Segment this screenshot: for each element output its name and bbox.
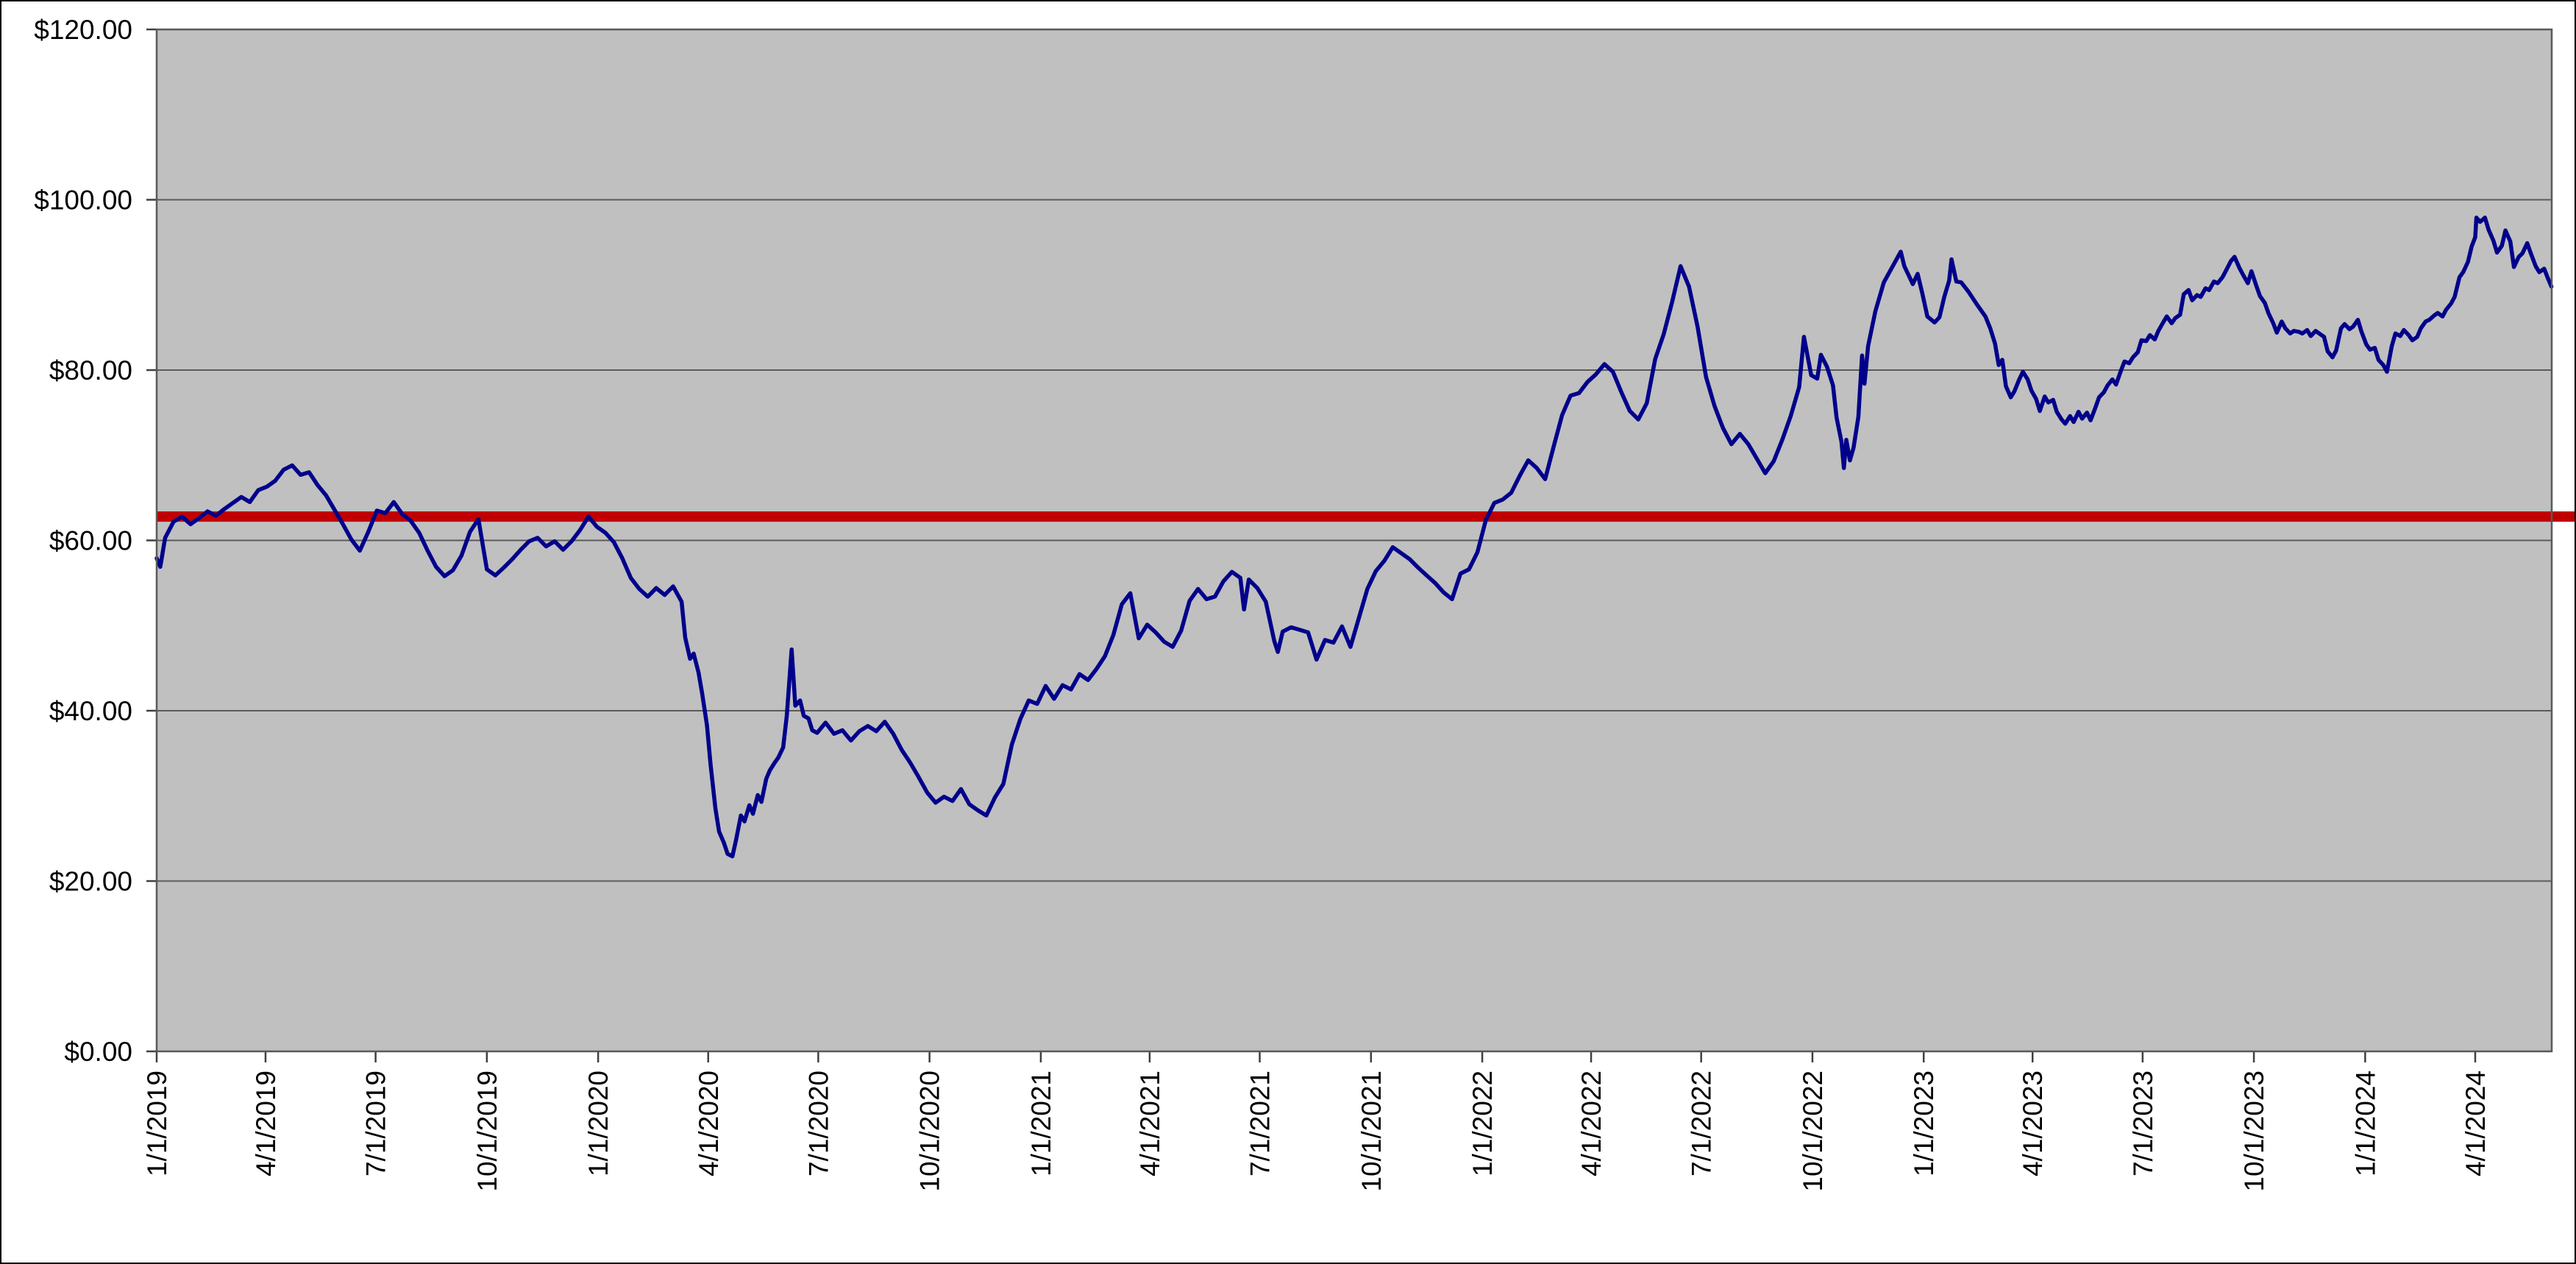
x-axis-label: 10/1/2023: [2239, 1071, 2269, 1192]
x-axis-label: 7/1/2021: [1245, 1071, 1275, 1176]
y-axis-label: $80.00: [49, 355, 132, 386]
x-axis-label: 4/1/2023: [2018, 1071, 2048, 1176]
x-axis-label: 4/1/2019: [251, 1071, 281, 1176]
x-axis-label: 10/1/2021: [1356, 1071, 1387, 1192]
x-axis-label: 1/1/2022: [1467, 1071, 1498, 1176]
x-axis-label: 4/1/2021: [1135, 1071, 1165, 1176]
x-axis-label: 1/1/2023: [1909, 1071, 1939, 1176]
x-axis-label: 1/1/2021: [1026, 1071, 1056, 1176]
x-axis-label: 4/1/2022: [1576, 1071, 1607, 1176]
x-axis-label: 4/1/2024: [2461, 1071, 2491, 1176]
x-axis-label: 7/1/2022: [1687, 1071, 1717, 1176]
x-axis-label: 7/1/2019: [361, 1071, 391, 1176]
y-axis-label: $0.00: [64, 1037, 132, 1067]
x-axis-label: 1/1/2024: [2350, 1071, 2380, 1176]
x-axis-label: 1/1/2020: [583, 1071, 613, 1176]
y-axis-ticks: [146, 28, 157, 1053]
x-axis-label: 7/1/2020: [803, 1071, 833, 1176]
x-axis-labels: 1/1/2019 4/1/2019 7/1/2019 10/1/2019 1/1/202…: [142, 1071, 2491, 1192]
x-axis-label: 10/1/2019: [472, 1071, 502, 1192]
x-axis-label: 10/1/2020: [915, 1071, 945, 1192]
plot-border: [155, 28, 2553, 1053]
y-axis-label: $100.00: [34, 185, 132, 216]
price-series-line: [154, 216, 2554, 859]
x-axis-label: 10/1/2022: [1798, 1071, 1828, 1192]
x-axis-label: 1/1/2019: [142, 1071, 172, 1176]
y-axis-label: $40.00: [49, 696, 132, 726]
y-axis-label: $20.00: [49, 867, 132, 897]
y-axis-label: $120.00: [34, 15, 132, 45]
x-axis-label: 4/1/2020: [694, 1071, 724, 1176]
y-axis-labels: $0.00 $20.00 $40.00 $60.00 $80.00 $100.00 $120…: [34, 15, 132, 1067]
x-axis-ticks: [155, 1051, 2477, 1062]
x-axis-label: 7/1/2023: [2128, 1071, 2158, 1176]
y-axis-label: $60.00: [49, 526, 132, 556]
